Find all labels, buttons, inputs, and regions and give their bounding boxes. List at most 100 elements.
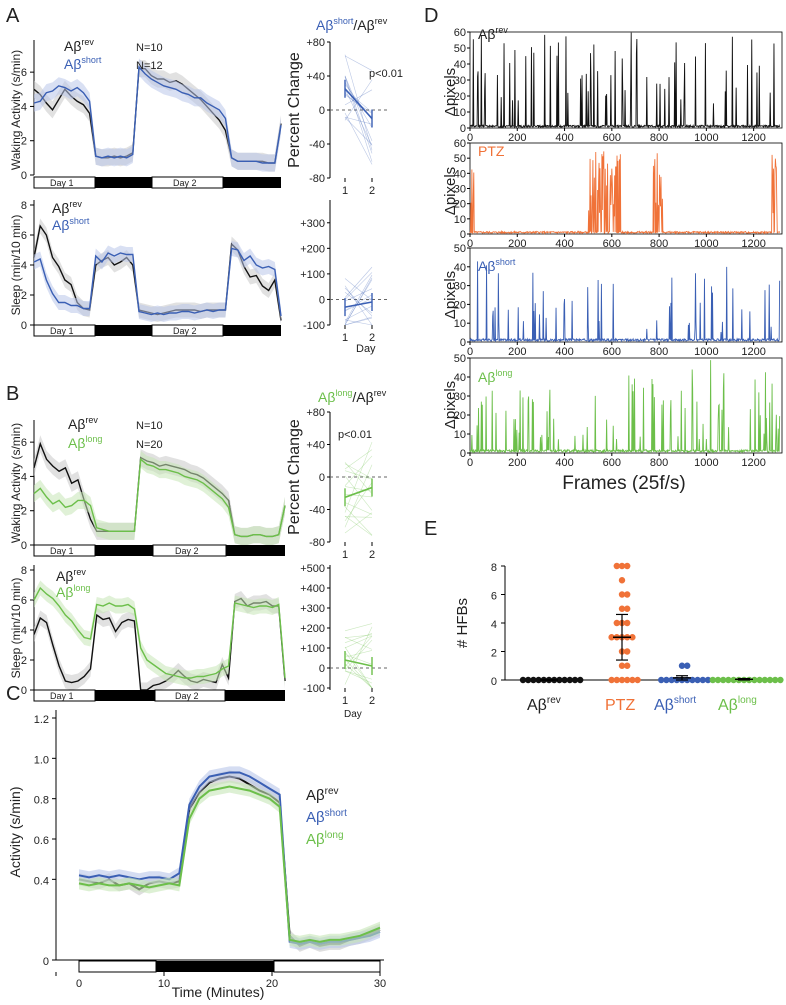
series-band bbox=[34, 450, 285, 545]
data-point bbox=[608, 676, 615, 684]
series-line bbox=[33, 457, 286, 538]
y-tick-label: 10 bbox=[454, 429, 466, 441]
b-waking-ylabel: Waking Activity (s/min) bbox=[9, 423, 23, 543]
individual-line bbox=[344, 670, 373, 684]
e-cat-ptz: PTZ bbox=[605, 697, 635, 714]
x-tick-label: 400 bbox=[555, 457, 573, 469]
y-tick-label: 2 bbox=[21, 290, 27, 302]
individual-line bbox=[344, 650, 373, 658]
c-legend-rev: Aβrev bbox=[306, 786, 339, 804]
data-point bbox=[725, 676, 732, 684]
x-tick-label: 600 bbox=[603, 457, 621, 469]
d-long-ylabel: Δpixels bbox=[442, 381, 459, 429]
b-sleep-ylabel: Sleep (min/10 min) bbox=[9, 578, 23, 679]
x-tick-label: 600 bbox=[603, 238, 621, 250]
x-tick-label: 0 bbox=[467, 132, 473, 144]
data-point bbox=[577, 676, 584, 684]
individual-line bbox=[344, 670, 373, 680]
d-short-title: Aβshort bbox=[478, 257, 516, 274]
x-tick-label: 800 bbox=[650, 132, 668, 144]
b-sleep-legend-rev: Aβrev bbox=[56, 567, 86, 584]
y-tick-label: 30 bbox=[454, 281, 466, 293]
y-tick-label: 0 bbox=[319, 472, 325, 484]
x-tick-label: 1200 bbox=[741, 238, 765, 250]
b-waking-day2: Day 2 bbox=[175, 546, 199, 556]
individual-line bbox=[344, 506, 373, 536]
b-legend-rev: Aβrev bbox=[68, 415, 98, 432]
y-tick-label: 4 bbox=[21, 625, 27, 637]
individual-line bbox=[344, 88, 373, 146]
data-point bbox=[699, 676, 706, 684]
d-rev-title: Aβrev bbox=[478, 25, 508, 42]
y-tick-label: +80 bbox=[306, 37, 325, 49]
y-tick-label: 6 bbox=[491, 591, 497, 603]
data-point bbox=[772, 676, 779, 684]
c-xlabel: Time (Minutes) bbox=[172, 984, 265, 1000]
d-long-title: Aβlong bbox=[478, 368, 512, 385]
data-point bbox=[566, 676, 573, 684]
spike-trace bbox=[469, 261, 781, 343]
individual-line bbox=[344, 516, 373, 518]
x-tick-label: 200 bbox=[508, 346, 526, 358]
data-point bbox=[624, 662, 631, 669]
y-tick-label: +40 bbox=[306, 71, 325, 83]
y-tick-label: 0 bbox=[319, 663, 325, 675]
mean-line bbox=[344, 88, 373, 120]
individual-line bbox=[344, 274, 373, 323]
y-tick-label: 40 bbox=[454, 262, 466, 274]
b-pct-ylabel: Percent Change bbox=[286, 419, 303, 535]
y-tick-label: 20 bbox=[454, 410, 466, 422]
y-tick-label: 0 bbox=[460, 123, 466, 135]
data-point bbox=[629, 634, 636, 641]
individual-line bbox=[344, 634, 373, 638]
data-point bbox=[751, 676, 758, 684]
individual-line bbox=[344, 319, 373, 326]
data-point bbox=[624, 648, 631, 655]
b-day-label: Day bbox=[344, 709, 362, 720]
individual-line bbox=[344, 512, 373, 534]
y-tick-label: 50 bbox=[454, 43, 466, 55]
individual-line bbox=[344, 646, 373, 689]
y-tick-label: 2 bbox=[21, 655, 27, 667]
individual-line bbox=[344, 635, 373, 649]
a-sleep-day1: Day 1 bbox=[50, 326, 74, 336]
x-tick-label: 2 bbox=[369, 332, 375, 344]
x-tick-label: 1000 bbox=[694, 238, 718, 250]
series-band bbox=[79, 770, 380, 952]
individual-line bbox=[344, 55, 373, 71]
y-tick-label: 2 bbox=[21, 506, 27, 518]
y-tick-label: 0 bbox=[21, 540, 27, 552]
c-lightbar bbox=[78, 960, 381, 973]
d-xlabel: Frames (25f/s) bbox=[562, 473, 686, 494]
data-point bbox=[777, 676, 784, 684]
data-point bbox=[618, 605, 626, 612]
individual-line bbox=[344, 515, 373, 536]
a-day-label: Day bbox=[356, 343, 376, 355]
data-point bbox=[730, 676, 737, 684]
y-tick-label: 0 bbox=[43, 956, 49, 968]
x-tick-label: 800 bbox=[650, 346, 668, 358]
plot-frame bbox=[469, 247, 783, 343]
individual-line bbox=[344, 633, 373, 643]
individual-line bbox=[344, 277, 373, 326]
mean-line bbox=[344, 659, 373, 667]
individual-line bbox=[344, 272, 373, 300]
individual-line bbox=[344, 455, 373, 486]
data-point bbox=[678, 662, 686, 669]
y-tick-label: 8 bbox=[491, 562, 497, 574]
data-point bbox=[720, 676, 727, 684]
data-point bbox=[613, 676, 620, 684]
x-tick-label: 200 bbox=[508, 238, 526, 250]
y-tick-label: 4 bbox=[21, 471, 27, 483]
individual-line bbox=[344, 470, 373, 480]
plot-frame bbox=[469, 142, 783, 235]
a-waking-day1: Day 1 bbox=[50, 178, 74, 188]
y-tick-label: 0 bbox=[21, 170, 27, 182]
x-tick-label: 20 bbox=[266, 978, 278, 990]
x-tick-label: 400 bbox=[555, 346, 573, 358]
individual-line bbox=[344, 81, 373, 128]
x-tick-label: 10 bbox=[158, 978, 170, 990]
a-pct-ylabel: Percent Change bbox=[286, 52, 303, 168]
data-point bbox=[613, 619, 620, 627]
